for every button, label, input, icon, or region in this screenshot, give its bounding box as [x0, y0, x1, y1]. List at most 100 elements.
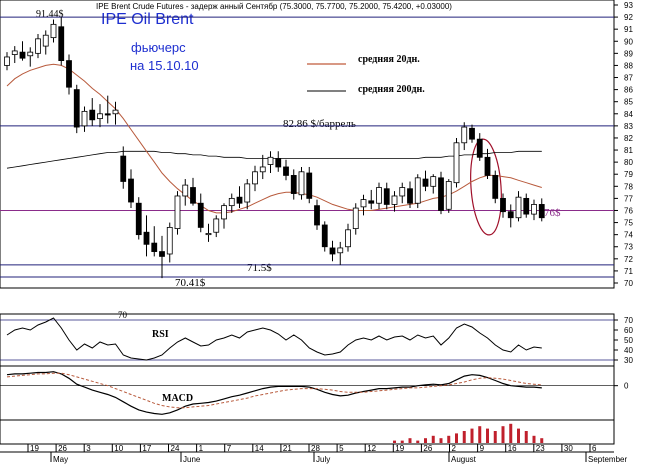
time-tick-label: 2: [452, 444, 457, 453]
highlight-ellipse: [470, 138, 502, 236]
price-tick-label: 93: [624, 1, 633, 10]
time-tick-label: 24: [171, 444, 180, 453]
time-tick-label: 26: [423, 444, 432, 453]
candle-body: [205, 233, 212, 236]
candle-body: [469, 127, 475, 140]
price-tick-label: 91: [624, 25, 633, 34]
candle-body: [35, 38, 41, 54]
candle-body: [523, 197, 530, 215]
volume-bar: [408, 438, 412, 443]
price-tick-label: 83: [624, 122, 633, 131]
candle-body: [414, 177, 421, 204]
candle-body: [112, 109, 119, 115]
price-tick-label: 74: [624, 231, 633, 240]
price-tick-label: 73: [624, 243, 633, 252]
volume-bar: [393, 440, 396, 443]
price-tick-label: 90: [624, 37, 633, 46]
rsi-tick-label: 50: [624, 336, 633, 345]
candle-body: [104, 113, 111, 116]
candle-body: [42, 34, 49, 47]
time-tick-label: 3: [86, 444, 91, 453]
candle-body: [128, 178, 134, 203]
candle-body: [531, 204, 537, 215]
candle-body: [89, 109, 96, 121]
candle-body: [143, 231, 150, 245]
price-tick-label: 80: [624, 158, 633, 167]
legend-ma20-label: средняя 20дн.: [358, 54, 420, 65]
candle-body: [345, 229, 351, 248]
annotation-level-83: 82.86 $/баррель: [283, 118, 356, 130]
macd-signal-line: [6, 372, 542, 409]
candle-body: [267, 156, 274, 165]
annotation-level-715: 71.5$: [247, 262, 272, 274]
macd-line: [6, 371, 542, 415]
annotation-rsi-70: 70: [118, 310, 128, 320]
volume-bar: [400, 440, 404, 443]
instrument-header: IPE Brent Crude Futures - задерж анный С…: [96, 2, 452, 11]
price-tick-label: 86: [624, 86, 633, 95]
candle-body: [352, 207, 359, 230]
volume-bar: [470, 428, 474, 443]
candle-body: [66, 60, 72, 88]
candle-body: [275, 158, 282, 168]
candle-body: [19, 51, 26, 59]
month-label: May: [53, 455, 68, 464]
time-tick-label: 6: [592, 444, 597, 453]
macd-panel: [0, 365, 615, 421]
candle-body: [368, 200, 375, 204]
chart-big-title: IPE Oil Brent: [101, 11, 194, 28]
chart-subtitle-1: фьючерс: [131, 40, 186, 55]
ma20-line: [6, 63, 542, 214]
price-tick-label: 76: [624, 206, 633, 215]
month-label: September: [588, 455, 627, 464]
price-tick-label: 84: [624, 110, 633, 119]
time-tick-label: 5: [339, 444, 344, 453]
volume-bar: [462, 431, 466, 443]
volume-bar: [416, 440, 420, 443]
candle-body: [298, 171, 305, 196]
candle-body: [321, 224, 328, 248]
candle-body: [151, 242, 158, 252]
rsi-panel: [0, 313, 615, 367]
volume-bar: [478, 426, 482, 443]
annotation-high: 91.44$: [36, 9, 64, 20]
price-tick-label: 85: [624, 98, 633, 107]
time-tick-label: 12: [367, 444, 376, 453]
volume-bar: [424, 438, 427, 443]
rsi-tick-label: 70: [624, 316, 633, 325]
candle-body: [97, 113, 103, 120]
candle-body: [492, 175, 499, 199]
price-tick-label: 87: [624, 74, 633, 83]
candle-body: [329, 247, 336, 255]
volume-bar: [447, 435, 451, 443]
month-label: July: [316, 455, 330, 464]
candle-body: [11, 50, 18, 55]
candle-body: [507, 211, 514, 219]
volume-bar: [455, 433, 458, 443]
volume-bar: [532, 435, 536, 443]
candle-body: [135, 202, 142, 236]
rsi-line: [6, 317, 542, 361]
candle-body: [221, 205, 227, 220]
candle-body: [81, 110, 88, 127]
volume-bar: [517, 428, 520, 443]
candle-body: [314, 205, 320, 226]
month-label: June: [183, 455, 201, 464]
candle-body: [236, 196, 243, 204]
macd-label: MACD: [162, 393, 193, 404]
volume-bar: [509, 423, 513, 443]
candle-body: [283, 166, 289, 176]
candle-body: [50, 23, 57, 39]
time-tick-label: 16: [508, 444, 517, 453]
chart-subtitle-2: на 15.10.10: [130, 58, 199, 73]
legend-ma200-label: средняя 200дн.: [358, 84, 425, 95]
annotation-low: 70.41$: [175, 277, 206, 289]
price-tick-label: 72: [624, 255, 633, 264]
price-tick-label: 78: [624, 182, 633, 191]
time-tick-label: 1: [199, 444, 204, 453]
price-tick-label: 88: [624, 61, 633, 70]
time-tick-label: 30: [564, 444, 573, 453]
price-tick-label: 79: [624, 170, 633, 179]
candle-body: [337, 247, 344, 254]
